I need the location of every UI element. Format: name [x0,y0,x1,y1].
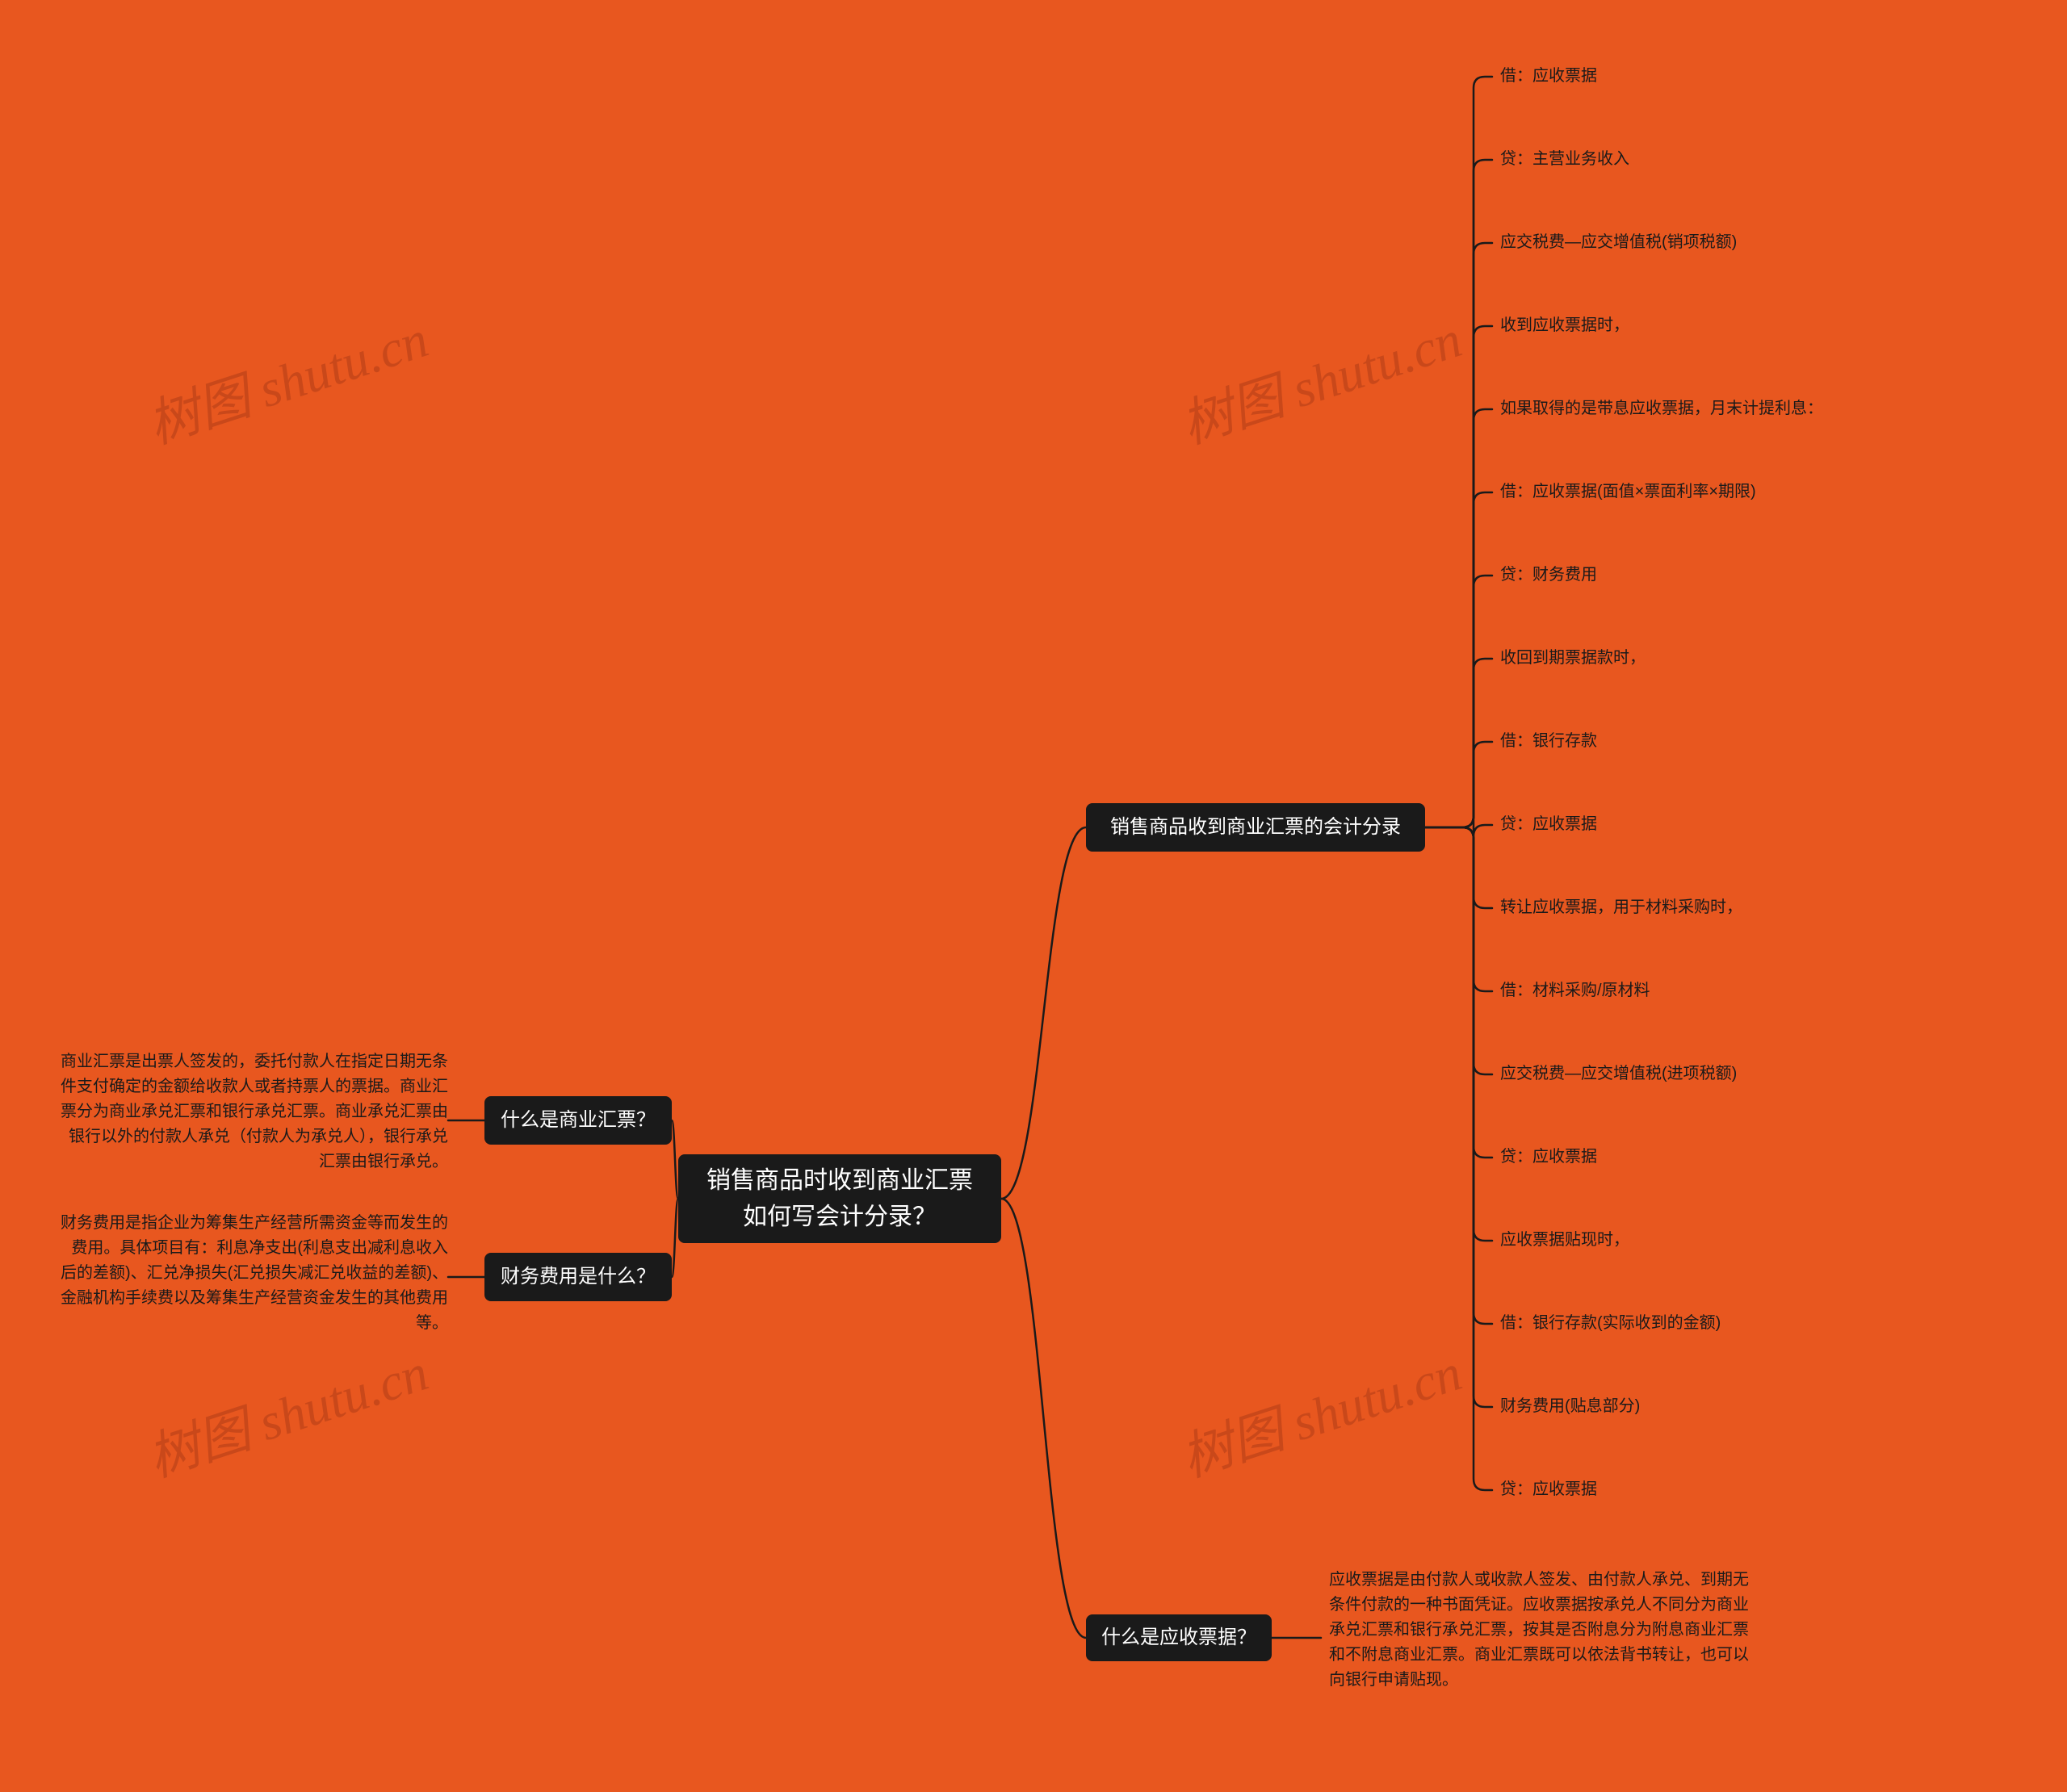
leaf-text: 借：应收票据 [1500,64,1952,89]
main-node: 销售商品收到商业汇票的会计分录 [1086,803,1425,852]
main-node: 什么是商业汇票？ [484,1096,672,1145]
watermark: 树图 shutu.cn [1171,298,1470,458]
leaf-text: 转让应收票据，用于材料采购时， [1500,895,1952,920]
leaf-text: 财务费用(贴息部分) [1500,1394,1952,1419]
mindmap-canvas: 树图 shutu.cn 树图 shutu.cn 树图 shutu.cn 树图 shut… [0,0,2067,1792]
leaf-text: 贷：主营业务收入 [1500,147,1952,172]
leaf-text: 借：应收票据(面值×票面利率×期限) [1500,479,1952,505]
leaf-text: 商业汇票是出票人签发的，委托付款人在指定日期无条件支付确定的金额给收款人或者持票… [61,1049,448,1174]
leaf-text: 借：银行存款 [1500,729,1952,754]
center-node: 销售商品时收到商业汇票 如何写会计分录？ [678,1154,1001,1243]
leaf-text: 应交税费—应交增值税(销项税额) [1500,230,1952,255]
leaf-text: 借：银行存款(实际收到的金额) [1500,1311,1952,1336]
leaf-text: 贷：应收票据 [1500,1477,1952,1502]
main-node: 什么是应收票据？ [1086,1614,1272,1661]
leaf-text: 应交税费—应交增值税(进项税额) [1500,1061,1952,1087]
leaf-text: 如果取得的是带息应收票据，月末计提利息： [1500,396,1952,421]
leaf-text: 贷：应收票据 [1500,812,1952,837]
leaf-text: 收回到期票据款时， [1500,646,1952,671]
main-node: 财务费用是什么？ [484,1253,672,1301]
leaf-text: 应收票据贴现时， [1500,1228,1952,1253]
leaf-text: 应收票据是由付款人或收款人签发、由付款人承兑、到期无条件付款的一种书面凭证。应收… [1329,1568,1757,1693]
leaf-text: 贷：财务费用 [1500,563,1952,588]
watermark: 树图 shutu.cn [137,298,436,458]
leaf-text: 财务费用是指企业为筹集生产经营所需资金等而发生的费用。具体项目有：利息净支出(利… [61,1211,448,1336]
watermark: 树图 shutu.cn [137,1331,436,1491]
leaf-text: 收到应收票据时， [1500,313,1952,338]
leaf-text: 贷：应收票据 [1500,1145,1952,1170]
leaf-text: 借：材料采购/原材料 [1500,978,1952,1003]
watermark: 树图 shutu.cn [1171,1331,1470,1491]
